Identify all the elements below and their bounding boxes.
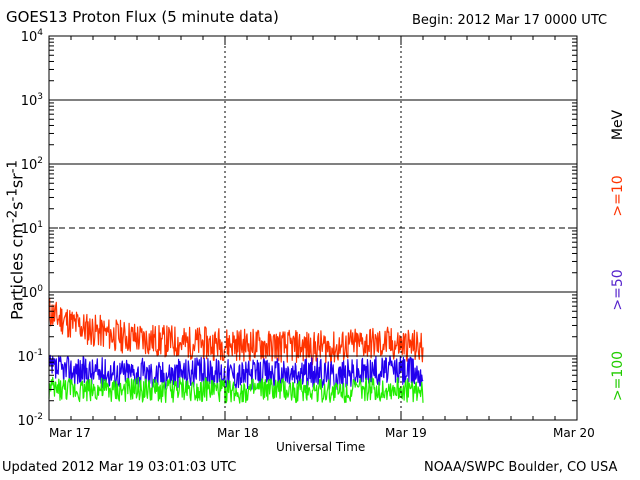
x-tick-label-mar18: Mar 18 xyxy=(217,426,259,440)
x-tick-label-mar20: Mar 20 xyxy=(553,426,595,440)
y-tick-base: 10 xyxy=(21,30,38,45)
y-tick-label: 102 xyxy=(21,156,43,173)
credit: NOAA/SWPC Boulder, CO USA xyxy=(424,460,618,475)
y-tick-exponent: -2 xyxy=(34,412,43,422)
begin-time: Begin: 2012 Mar 17 0000 UTC xyxy=(412,13,608,28)
y-tick-base: 10 xyxy=(21,286,38,301)
legend-unit-mev: MeV xyxy=(610,109,626,141)
legend-ge100: >=100 xyxy=(610,350,626,402)
y-axis-label-exp3: -1 xyxy=(5,159,21,174)
x-tick-label-mar17: Mar 17 xyxy=(49,426,91,440)
y-tick-base: 10 xyxy=(17,350,34,365)
updated-time: Updated 2012 Mar 19 03:01:03 UTC xyxy=(2,460,237,475)
y-tick-exponent: 0 xyxy=(37,284,43,294)
y-axis-label-unit: sr xyxy=(7,173,27,189)
y-tick-exponent: 1 xyxy=(37,220,43,230)
y-axis-label-mid: s xyxy=(7,201,27,210)
y-tick-label: 101 xyxy=(21,220,43,237)
y-tick-exponent: 3 xyxy=(37,92,43,102)
series-line-10mev xyxy=(48,297,424,366)
y-tick-base: 10 xyxy=(21,222,38,237)
y-tick-base: 10 xyxy=(21,158,38,173)
y-tick-exponent: 2 xyxy=(37,156,43,166)
y-tick-label: 103 xyxy=(21,92,43,109)
y-axis-label: Particles cm-2s-1sr-1 xyxy=(5,160,26,320)
chart-title: GOES13 Proton Flux (5 minute data) xyxy=(6,8,279,26)
y-tick-exponent: 4 xyxy=(37,28,43,38)
y-tick-exponent: -1 xyxy=(34,348,43,358)
series-line-100mev xyxy=(48,376,424,404)
series-layer xyxy=(48,297,424,404)
y-axis-label-base: Particles cm xyxy=(7,223,27,321)
y-tick-label: 104 xyxy=(21,28,44,45)
legend-ge10: >=10 xyxy=(610,175,626,217)
y-tick-label: 100 xyxy=(21,284,44,301)
plot-frame xyxy=(48,35,578,421)
y-tick-label: 10-2 xyxy=(17,412,43,429)
legend-ge50: >=50 xyxy=(610,269,626,311)
y-tick-base: 10 xyxy=(17,414,34,429)
y-axis-label-exp2: -1 xyxy=(5,188,21,202)
x-axis-label: Universal Time xyxy=(276,440,366,454)
y-tick-base: 10 xyxy=(21,94,38,109)
y-tick-label: 10-1 xyxy=(17,348,43,365)
x-tick-label-mar19: Mar 19 xyxy=(385,426,427,440)
y-axis-label-exp1: -2 xyxy=(5,209,21,224)
